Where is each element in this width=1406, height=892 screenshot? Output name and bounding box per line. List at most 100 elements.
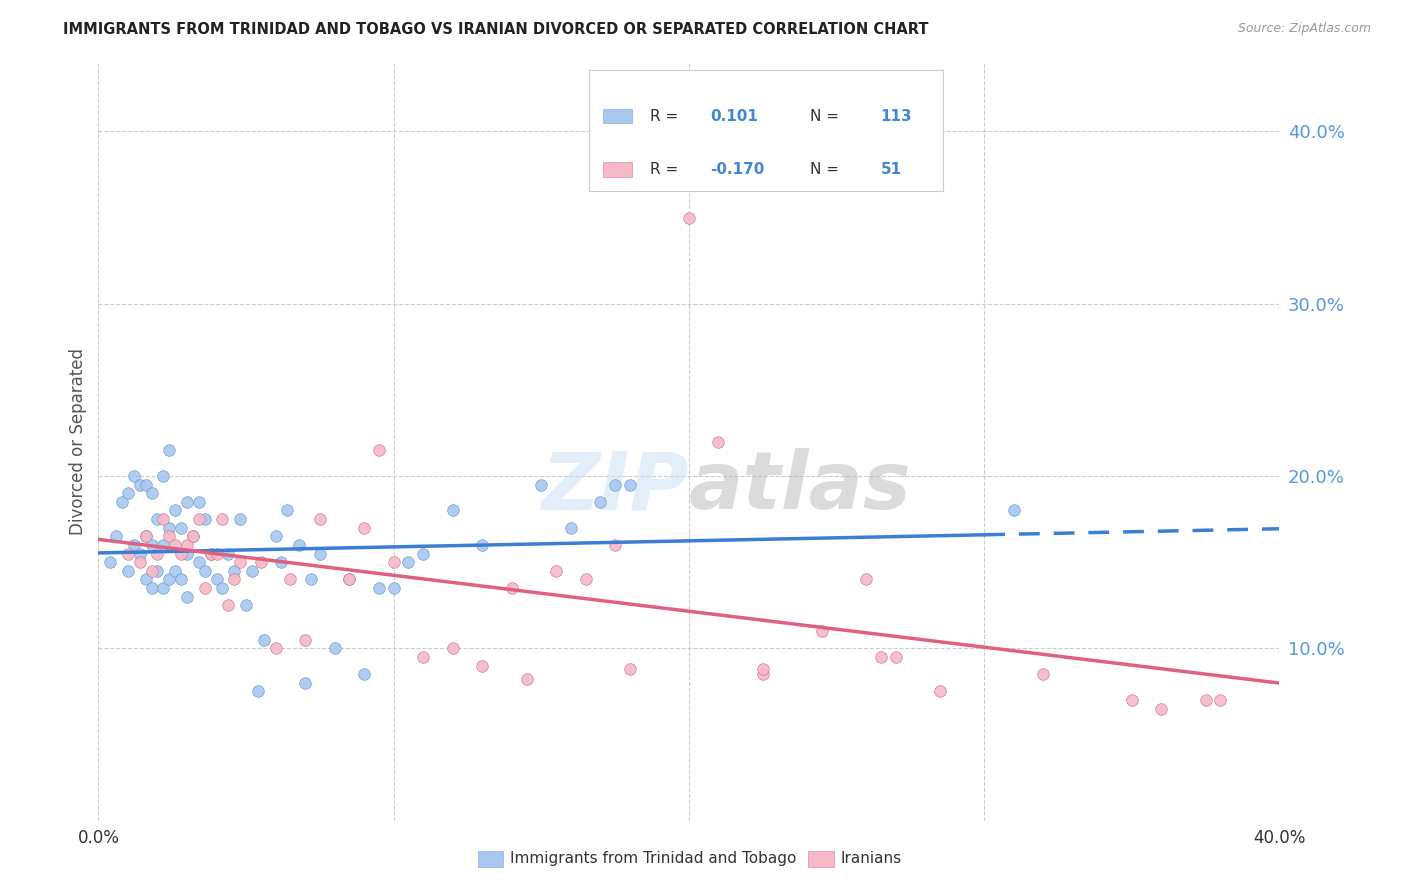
Point: [246, 684, 269, 698]
Point: [884, 649, 907, 664]
Point: [264, 529, 287, 543]
Point: [546, 564, 568, 578]
Point: [560, 521, 582, 535]
Point: [253, 632, 276, 647]
Point: [398, 555, 420, 569]
Point: [368, 443, 391, 458]
Point: [157, 521, 180, 535]
Y-axis label: Divorced or Separated: Divorced or Separated: [69, 348, 87, 535]
Text: Iranians: Iranians: [841, 852, 901, 866]
Point: [141, 486, 163, 500]
Point: [194, 581, 217, 595]
Point: [270, 555, 292, 569]
Point: [619, 662, 641, 676]
Point: [135, 477, 157, 491]
Point: [117, 547, 139, 561]
Point: [200, 547, 222, 561]
Point: [157, 529, 180, 543]
Point: [176, 590, 198, 604]
Point: [181, 529, 204, 543]
Point: [181, 529, 204, 543]
Point: [194, 512, 217, 526]
Point: [176, 495, 198, 509]
Point: [141, 564, 163, 578]
Point: [165, 538, 187, 552]
Point: [152, 512, 174, 526]
Point: [605, 538, 627, 552]
Point: [530, 477, 553, 491]
Point: [194, 564, 217, 578]
Point: [516, 673, 538, 687]
Point: [157, 443, 180, 458]
Point: [224, 564, 246, 578]
Point: [217, 599, 239, 613]
Point: [187, 495, 209, 509]
Point: [128, 477, 150, 491]
Point: [135, 529, 157, 543]
Point: [105, 529, 128, 543]
Point: [619, 477, 641, 491]
Point: [276, 503, 298, 517]
Point: [1121, 693, 1143, 707]
Point: [589, 495, 612, 509]
Point: [211, 581, 233, 595]
Point: [176, 538, 198, 552]
Point: [117, 486, 139, 500]
Point: [165, 564, 187, 578]
Point: [309, 547, 332, 561]
Point: [98, 555, 121, 569]
Point: [200, 547, 222, 561]
Point: [1209, 693, 1232, 707]
Point: [146, 564, 169, 578]
Point: [217, 547, 239, 561]
Point: [412, 649, 434, 664]
Point: [294, 675, 316, 690]
Point: [211, 512, 233, 526]
Point: [382, 581, 405, 595]
Point: [176, 547, 198, 561]
Text: IMMIGRANTS FROM TRINIDAD AND TOBAGO VS IRANIAN DIVORCED OR SEPARATED CORRELATION: IMMIGRANTS FROM TRINIDAD AND TOBAGO VS I…: [63, 22, 929, 37]
Point: [501, 581, 523, 595]
Point: [187, 512, 209, 526]
Text: atlas: atlas: [689, 448, 911, 526]
Point: [353, 667, 375, 681]
Text: ZIP: ZIP: [541, 448, 689, 526]
Point: [855, 573, 877, 587]
Point: [1002, 503, 1025, 517]
Point: [229, 512, 252, 526]
Point: [235, 599, 257, 613]
Point: [605, 477, 627, 491]
Point: [240, 564, 263, 578]
Point: [309, 512, 332, 526]
Point: [264, 641, 287, 656]
Point: [382, 555, 405, 569]
Point: [339, 573, 361, 587]
Point: [678, 211, 700, 225]
Point: [205, 547, 228, 561]
Point: [135, 573, 157, 587]
Point: [141, 581, 163, 595]
Point: [299, 573, 322, 587]
Point: [353, 521, 375, 535]
Point: [122, 538, 145, 552]
Point: [471, 658, 494, 673]
Point: [205, 573, 228, 587]
Point: [152, 581, 174, 595]
Point: [339, 573, 361, 587]
Point: [1150, 701, 1173, 715]
Point: [441, 503, 464, 517]
Point: [471, 538, 494, 552]
Point: [707, 434, 730, 449]
Point: [575, 573, 598, 587]
Point: [128, 547, 150, 561]
Point: [870, 649, 893, 664]
Point: [323, 641, 346, 656]
Point: [152, 469, 174, 483]
Point: [170, 573, 193, 587]
Point: [170, 547, 193, 561]
Point: [1195, 693, 1218, 707]
Point: [224, 573, 246, 587]
Point: [752, 667, 775, 681]
Point: [117, 564, 139, 578]
Point: [294, 632, 316, 647]
